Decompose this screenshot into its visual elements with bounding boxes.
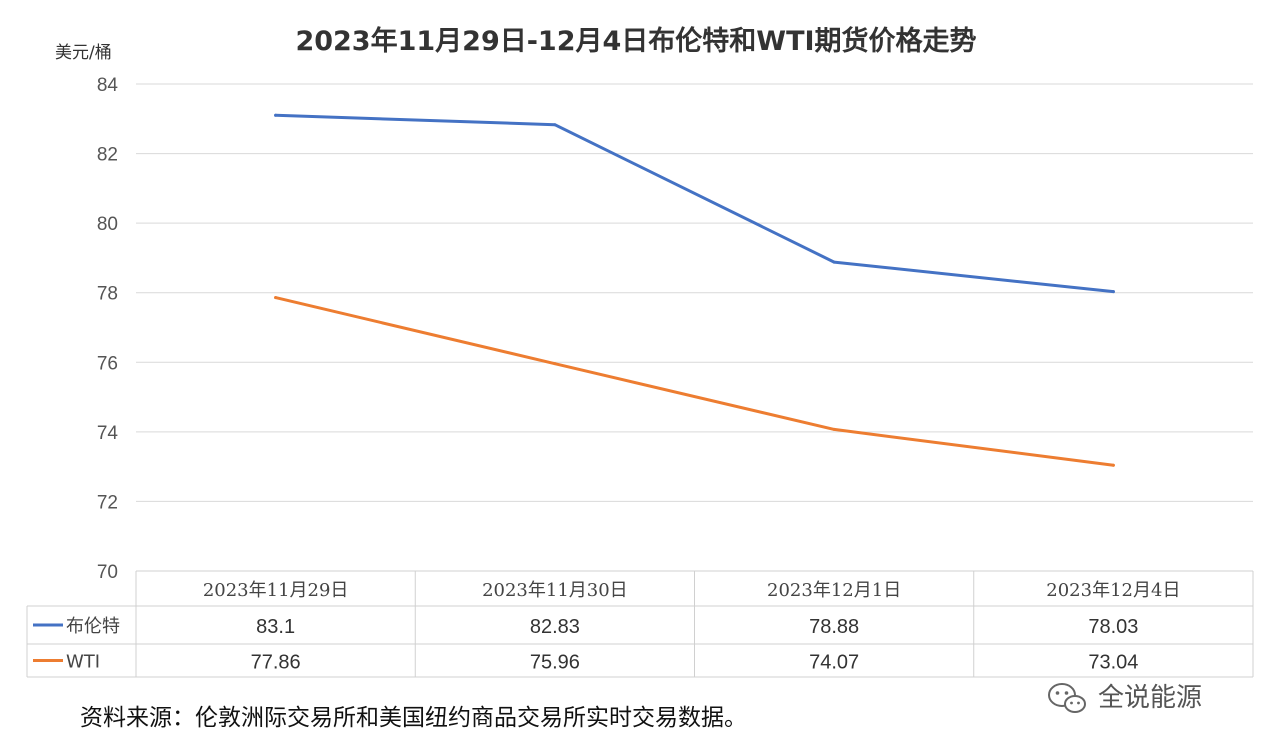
data-point	[1111, 463, 1115, 467]
category-label: 2023年11月30日	[482, 580, 628, 601]
y-tick-label: 82	[97, 145, 118, 166]
watermark: 全说能源	[1048, 683, 1202, 713]
data-point	[274, 296, 278, 300]
series-name-label: 布伦特	[66, 616, 120, 637]
y-tick-label: 84	[97, 75, 119, 96]
data-point	[553, 123, 557, 127]
y-axis-unit: 美元/桶	[55, 43, 112, 63]
data-point	[274, 113, 278, 117]
data-point	[832, 427, 836, 431]
table-cell-value: 78.88	[809, 616, 859, 638]
category-label: 2023年11月29日	[203, 580, 349, 601]
table-cell-value: 75.96	[530, 652, 580, 674]
series-line-wti	[274, 296, 1115, 467]
data-table: 2023年11月29日 2023年11月30日 2023年12月1日 2023年12月…	[26, 570, 1254, 678]
y-tick-label: 80	[97, 214, 118, 235]
data-point	[1111, 290, 1115, 294]
table-cell-value: 77.86	[251, 652, 301, 674]
category-label: 2023年12月4日	[1046, 580, 1180, 601]
source-note: 资料来源：伦敦洲际交易所和美国纽约商品交易所实时交易数据。	[80, 705, 747, 731]
y-axis-ticks: 70 72 74 76 78 80 82 84	[97, 75, 119, 583]
category-label: 2023年12月1日	[767, 580, 901, 601]
wechat-icon	[1048, 683, 1086, 713]
table-cell-value: 73.04	[1088, 652, 1138, 674]
table-cell-value: 83.1	[256, 616, 295, 638]
y-tick-label: 78	[97, 284, 118, 305]
series-line-brent	[274, 113, 1115, 294]
y-tick-label: 76	[97, 353, 118, 374]
y-tick-label: 70	[97, 562, 118, 583]
table-cell-value: 78.03	[1088, 616, 1138, 638]
gridlines	[136, 83, 1253, 502]
data-point	[553, 362, 557, 366]
table-cell-value: 82.83	[530, 616, 580, 638]
y-tick-label: 72	[97, 492, 118, 513]
table-cell-value: 74.07	[809, 652, 859, 674]
series-lines	[274, 113, 1115, 467]
watermark-text: 全说能源	[1098, 683, 1202, 713]
y-tick-label: 74	[97, 423, 119, 444]
chart-title: 2023年11月29日-12月4日布伦特和WTI期货价格走势	[295, 25, 976, 57]
series-name-label: WTI	[66, 652, 100, 673]
data-point	[832, 260, 836, 264]
